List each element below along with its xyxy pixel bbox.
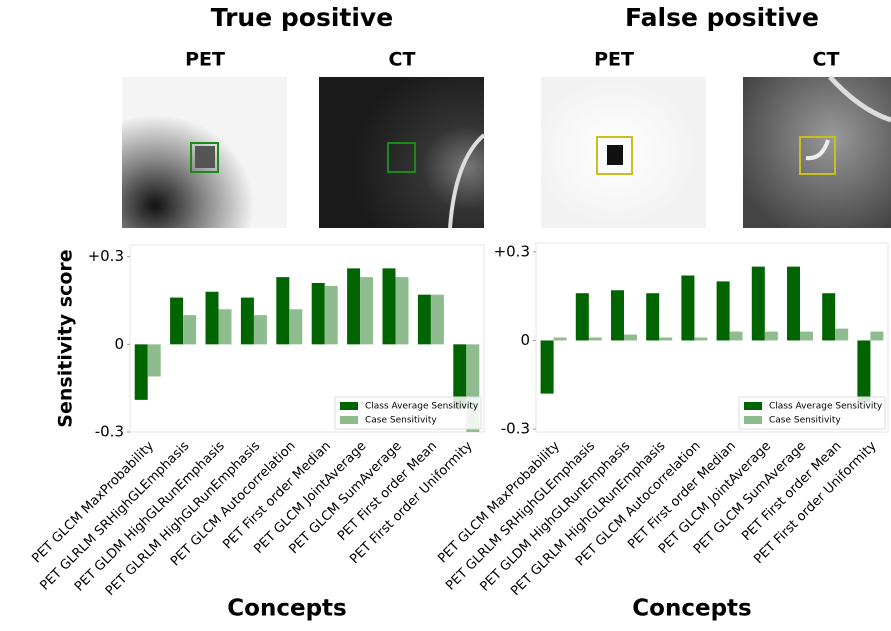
bar (611, 290, 624, 340)
bar (148, 344, 161, 376)
panel-title: False positive (625, 3, 819, 32)
y-tick-label: 0 (114, 335, 124, 353)
image-label: CT (389, 49, 416, 71)
image-label: CT (813, 49, 840, 71)
bar (765, 332, 778, 341)
bar (289, 309, 302, 344)
bar (681, 275, 694, 340)
bar (589, 338, 602, 341)
x-tick-label: PET GLRLM SRHighGLEmphasis (38, 439, 193, 594)
bar (360, 277, 373, 344)
bar (646, 293, 659, 340)
x-axis-label: Concepts (632, 596, 751, 622)
pet-hotspot (607, 145, 623, 165)
bar (659, 338, 672, 341)
legend-swatch (744, 416, 762, 424)
bar (254, 315, 267, 344)
bar (730, 332, 743, 341)
bar (624, 335, 637, 341)
bar (170, 298, 183, 345)
pet-hotspot (195, 146, 215, 168)
bar (835, 329, 848, 341)
ct-image (743, 77, 891, 228)
bar (206, 292, 219, 345)
figure: True positive False positive PET CT PET … (0, 0, 891, 627)
y-tick-label: +0.3 (88, 247, 124, 265)
x-axis-label: Concepts (227, 596, 346, 622)
pet-image (541, 77, 706, 228)
bar (541, 340, 554, 393)
y-tick-label: +0.3 (494, 242, 530, 260)
bar (276, 277, 289, 344)
image-label: PET (594, 49, 634, 71)
x-tick-label: PET GLDM HighGLRunEmphasis (477, 439, 633, 595)
image-label: PET (185, 49, 225, 71)
bar (800, 332, 813, 341)
y-tick-label: -0.3 (501, 420, 530, 438)
bar (383, 268, 396, 344)
y-tick-label: 0 (520, 331, 530, 349)
bar (870, 332, 883, 341)
legend-label: Case Sensitivity (365, 416, 437, 426)
bar (219, 309, 232, 344)
bar (183, 315, 196, 344)
legend-swatch (744, 402, 762, 410)
bar (241, 298, 254, 345)
y-axis-label: Sensitivity score (55, 249, 77, 427)
legend-label: Class Average Sensitivity (365, 402, 479, 412)
bar (347, 268, 360, 344)
bar (312, 283, 325, 344)
bar (822, 293, 835, 340)
legend-swatch (340, 416, 358, 424)
bar (787, 267, 800, 341)
bar (752, 267, 765, 341)
bar (418, 295, 431, 345)
panel-title: True positive (211, 3, 393, 32)
bar (857, 340, 870, 402)
ct-image (319, 77, 484, 228)
x-tick-label: PET GLDM HighGLRunEmphasis (72, 439, 228, 595)
bar (396, 277, 409, 344)
bar (554, 338, 567, 341)
legend-label: Class Average Sensitivity (769, 402, 883, 412)
bar (431, 295, 444, 345)
bar (694, 338, 707, 341)
legend-swatch (340, 402, 358, 410)
images (122, 77, 891, 228)
bar (717, 281, 730, 340)
legend-label: Case Sensitivity (769, 416, 841, 426)
bar (135, 344, 148, 400)
bar (576, 293, 589, 340)
x-tick-label: PET GLRLM SRHighGLEmphasis (443, 439, 598, 594)
y-tick-label: -0.3 (95, 423, 124, 441)
bar (325, 286, 338, 344)
